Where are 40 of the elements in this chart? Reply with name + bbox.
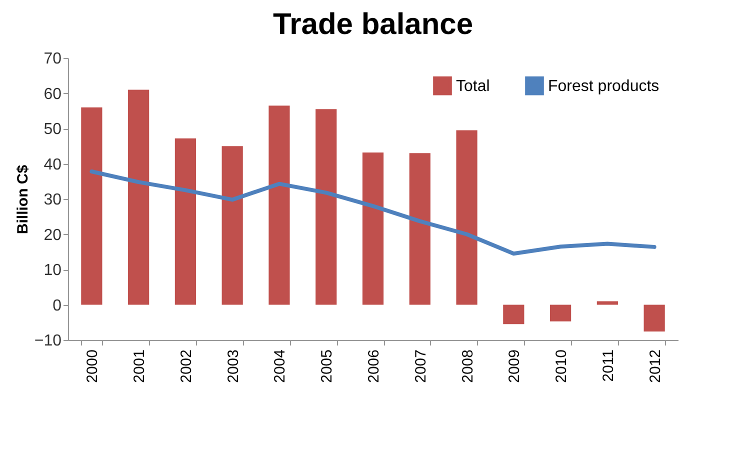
y-tick-label: 0 <box>52 297 62 314</box>
chart-title: Trade balance <box>272 8 474 41</box>
x-tick-label: 2010 <box>553 350 570 383</box>
bar <box>174 138 196 305</box>
x-tick-label: 2000 <box>84 350 102 383</box>
x-tick-label: 2009 <box>506 350 524 383</box>
x-tick-label: 2001 <box>131 350 148 383</box>
bar <box>268 106 290 305</box>
bar <box>503 304 524 324</box>
legend-label: Forest products <box>548 78 660 95</box>
bar <box>550 304 572 322</box>
bar <box>81 107 102 305</box>
x-tick-label: 2004 <box>272 350 289 383</box>
y-axis-title: Billion C$ <box>14 164 32 234</box>
y-tick-label: 20 <box>44 226 62 244</box>
bar <box>316 109 337 305</box>
line-series <box>90 170 656 256</box>
y-tick-label: 10 <box>44 262 62 279</box>
bar <box>362 152 384 305</box>
y-tick-label: −10 <box>34 332 62 350</box>
x-tick-label: 2012 <box>646 350 664 383</box>
bar <box>222 146 243 305</box>
x-tick-label: 2007 <box>412 350 430 383</box>
y-tick-label: 40 <box>44 156 62 174</box>
legend-label: Total <box>456 78 490 95</box>
y-tick-label: 30 <box>44 192 62 208</box>
bar <box>409 153 430 305</box>
y-tick-label: 60 <box>44 86 62 103</box>
x-tick-label: 2005 <box>318 350 336 383</box>
y-tick-label: 70 <box>44 50 62 68</box>
x-tick-label: 2003 <box>224 350 242 383</box>
x-tick-label: 2008 <box>459 350 476 383</box>
x-tick-label: 2006 <box>366 350 382 383</box>
bar <box>456 130 478 305</box>
x-tick-label: 2011 <box>600 350 617 382</box>
bar <box>128 90 150 305</box>
bar <box>596 301 618 305</box>
y-tick-label: 50 <box>44 121 62 138</box>
bar <box>644 304 665 332</box>
x-tick-label: 2002 <box>178 350 195 383</box>
